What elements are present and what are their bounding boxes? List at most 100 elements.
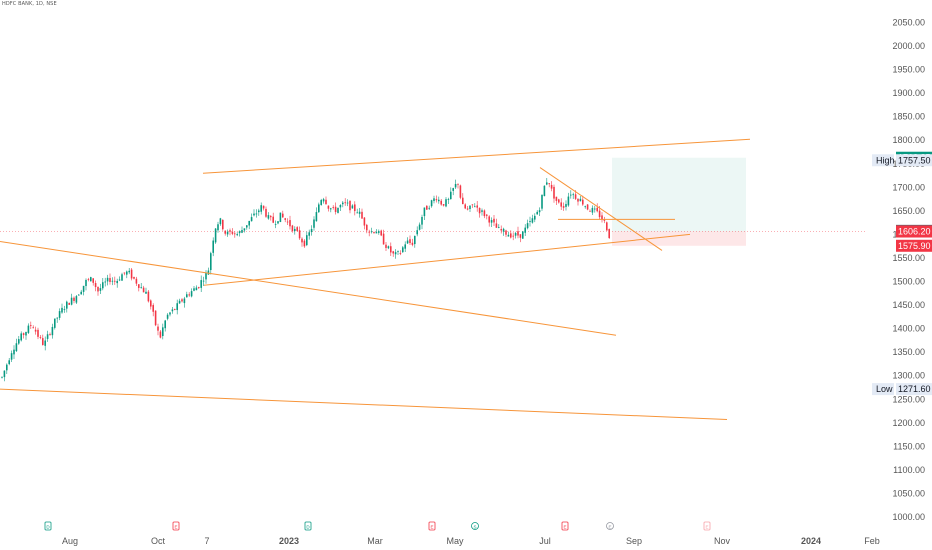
candle-body: [490, 220, 493, 223]
candle-body: [457, 183, 459, 185]
event-marker-letter: D: [46, 525, 50, 530]
candle-body: [102, 282, 104, 289]
candle-body: [178, 300, 181, 304]
candle-body: [37, 329, 39, 337]
candle-body: [421, 216, 423, 225]
candle-body: [447, 199, 450, 200]
candle-body: [502, 228, 505, 232]
candle-body: [174, 309, 176, 310]
candle-body: [572, 194, 574, 196]
candle-body: [63, 309, 66, 311]
candle-body: [416, 230, 418, 235]
candle-body: [210, 253, 212, 271]
candle-body: [375, 231, 378, 234]
event-marker-earnings: [561, 521, 569, 531]
event-marker-letter: E: [430, 525, 433, 530]
candle-body: [34, 329, 37, 332]
candle-body: [603, 219, 606, 221]
candle-body: [193, 288, 195, 291]
candle-body: [262, 205, 265, 209]
price-axis: 1000.00 1050.00 1100.00 1150.00 1200.00 1250.…: [892, 18, 925, 523]
candle-body: [111, 280, 114, 282]
candle-body: [538, 210, 541, 213]
candle-body: [438, 199, 440, 202]
candle-body: [56, 317, 58, 319]
candle-body: [608, 229, 610, 239]
event-marker-split: [471, 522, 479, 530]
candle-body: [51, 326, 54, 336]
candle-body: [358, 211, 361, 214]
candle-body: [253, 213, 255, 216]
candle-body: [558, 199, 560, 203]
time-tick-label: Nov: [714, 536, 731, 546]
candle-body: [483, 210, 486, 217]
candle-body: [450, 191, 452, 200]
price-tick-label: 1000.00: [892, 512, 925, 522]
candle-body: [157, 326, 159, 331]
candle-body: [61, 307, 63, 313]
candle-body: [198, 287, 200, 288]
candle-body: [250, 217, 253, 222]
candle-body: [130, 269, 133, 279]
event-marker-earnings: [428, 521, 436, 531]
candle-body: [195, 287, 198, 291]
candle-body: [560, 202, 562, 207]
candle-body: [272, 216, 274, 223]
candle-body: [166, 314, 169, 319]
candle-body: [411, 242, 414, 245]
candle-body: [68, 302, 70, 305]
candle-body: [529, 221, 531, 222]
candle-body: [423, 207, 426, 217]
symbol-title: HDFC BANK, 1D, NSE: [2, 1, 57, 7]
event-marker-letter: E: [608, 525, 611, 530]
candle-body: [140, 287, 142, 289]
candle-body: [332, 207, 334, 208]
candle-body: [164, 320, 166, 329]
candle-body: [469, 205, 471, 209]
candle-body: [246, 225, 248, 228]
candle-body: [200, 280, 202, 288]
candle-body: [445, 199, 447, 207]
candle-body: [277, 221, 279, 224]
price-tick-label: 1500.00: [892, 277, 925, 287]
price-tick-label: 1850.00: [892, 112, 925, 122]
candle-body: [392, 251, 394, 254]
candle-body: [229, 230, 231, 232]
candle-body: [514, 233, 517, 236]
time-tick-label: Mar: [367, 536, 383, 546]
trendline: [202, 138, 751, 174]
candle-body: [378, 231, 380, 233]
candle-body: [207, 270, 210, 275]
time-tick-label: 2023: [279, 536, 299, 546]
candle-body: [589, 210, 591, 212]
price-tick-label: 1250.00: [892, 394, 925, 404]
candle-body: [294, 228, 296, 232]
candle-body: [543, 185, 546, 197]
candle-body: [30, 325, 32, 327]
candle-body: [500, 229, 502, 231]
trendline: [539, 167, 663, 251]
candle-body: [92, 278, 94, 283]
candle-body: [373, 232, 375, 233]
candle-body: [522, 231, 524, 239]
candle-body: [106, 277, 109, 282]
candle-body: [27, 325, 30, 333]
candle-body: [171, 309, 174, 312]
candle-body: [586, 204, 589, 210]
price-tag-label: Low: [876, 384, 893, 394]
candle-body: [217, 224, 219, 231]
price-tag-label: High: [876, 155, 895, 165]
candle-body: [126, 271, 128, 275]
candle-body: [382, 233, 385, 245]
candle-body: [462, 197, 464, 205]
candle-body: [49, 334, 51, 335]
candle-body: [298, 230, 301, 239]
candle-body: [474, 206, 476, 208]
candle-body: [226, 231, 229, 235]
candle-body: [128, 270, 130, 273]
candle-body: [188, 294, 190, 296]
candle-body: [82, 285, 85, 292]
candle-body: [418, 224, 421, 230]
candle-body: [493, 218, 495, 223]
